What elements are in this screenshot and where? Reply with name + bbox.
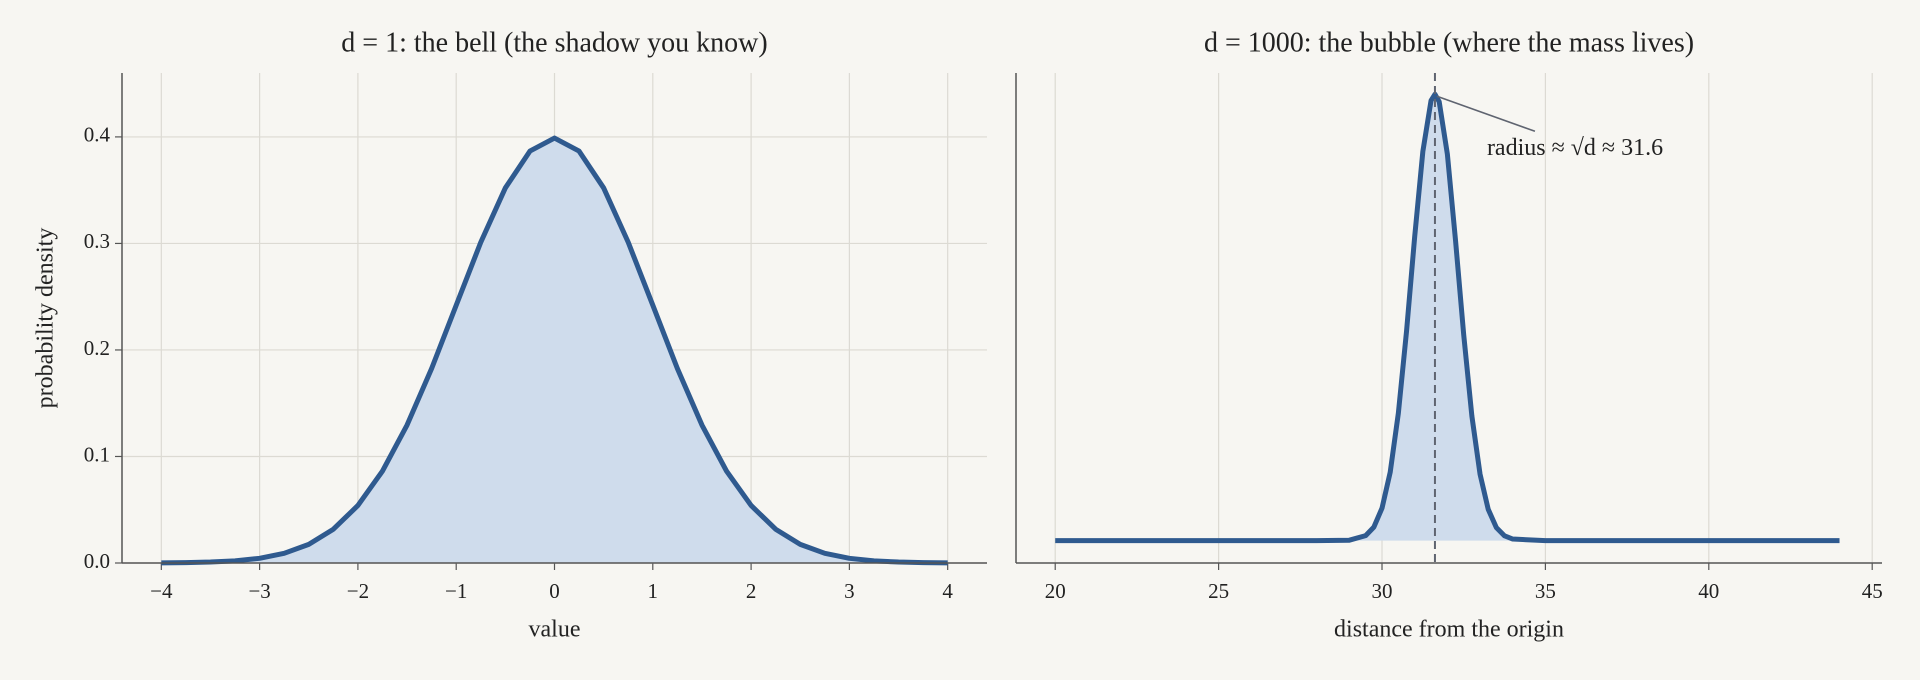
annotation: radius ≈ √d ≈ 31.6	[1487, 135, 1663, 161]
y-tick-label: 0.4	[84, 123, 111, 147]
x-tick-label: 3	[844, 579, 855, 603]
x-tick-label: 4	[942, 579, 953, 603]
line	[161, 135, 948, 566]
line	[1055, 91, 1840, 544]
area	[1055, 94, 1840, 541]
x-tick-label: 35	[1535, 579, 1556, 603]
chart-title: d = 1000: the bubble (where the mass liv…	[1204, 27, 1694, 58]
area	[161, 138, 948, 563]
y-tick-label: 0.3	[84, 229, 110, 253]
x-tick-label: −4	[150, 579, 173, 603]
x-tick-label: −1	[445, 579, 467, 603]
x-tick-label: 45	[1862, 579, 1883, 603]
x-tick-label: 1	[648, 579, 659, 603]
x-tick-label: 0	[549, 579, 560, 603]
y-axis-label: probability density	[33, 228, 59, 409]
y-tick-label: 0.0	[84, 549, 110, 573]
x-tick-label: 25	[1208, 579, 1229, 603]
x-tick-label: 2	[746, 579, 757, 603]
x-axis-label: value	[529, 617, 581, 643]
x-tick-label: −2	[347, 579, 369, 603]
chart-title: d = 1: the bell (the shadow you know)	[341, 27, 767, 58]
x-tick-label: −3	[248, 579, 270, 603]
x-tick-label: 30	[1372, 579, 1393, 603]
x-tick-label: 40	[1698, 579, 1719, 603]
annotation-arrow	[1436, 95, 1536, 133]
x-tick-label: 20	[1045, 579, 1066, 603]
x-axis-label: distance from the origin	[1334, 617, 1564, 643]
y-tick-label: 0.1	[84, 442, 110, 466]
y-tick-label: 0.2	[84, 336, 110, 360]
